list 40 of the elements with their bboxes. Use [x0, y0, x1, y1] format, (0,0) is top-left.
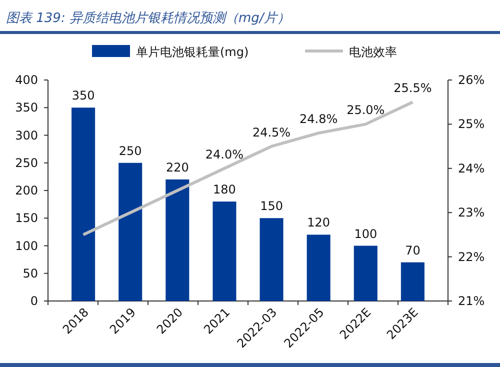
- bar: [166, 179, 190, 301]
- y2-tick-label: 22%: [458, 250, 485, 264]
- y-tick-label: 100: [15, 238, 38, 253]
- data-label: 24.8%: [300, 112, 338, 126]
- data-label: 180: [213, 182, 236, 197]
- bar: [306, 234, 330, 301]
- data-label: 150: [260, 199, 283, 214]
- y2-tick-label: 26%: [458, 73, 485, 87]
- y2-tick-label: 23%: [458, 206, 485, 220]
- data-label: 24.5%: [252, 125, 291, 140]
- data-label: 25.5%: [394, 81, 432, 96]
- y2-tick-label: 25%: [458, 117, 485, 132]
- y-tick-label: 350: [15, 100, 38, 115]
- legend-label: 单片电池银耗量(mg): [136, 45, 249, 59]
- bar: [260, 218, 284, 301]
- data-label: 25.0%: [346, 103, 385, 118]
- bar: [400, 262, 424, 301]
- y-tick-label: 200: [15, 184, 38, 198]
- data-label: 250: [118, 144, 142, 158]
- y-tick-label: 300: [15, 128, 38, 142]
- bar: [354, 246, 378, 301]
- line-series: [82, 100, 414, 236]
- data-label: 120: [307, 216, 330, 230]
- data-label: 24.0%: [205, 147, 244, 162]
- legend-label: 电池效率: [349, 45, 397, 59]
- data-label: 100: [354, 226, 378, 241]
- bar: [212, 202, 236, 301]
- data-label: 220: [166, 160, 189, 174]
- bar: [72, 108, 96, 301]
- y-tick-label: 400: [15, 73, 38, 87]
- bar: [118, 162, 142, 301]
- data-label: 70: [405, 243, 420, 258]
- y2-tick-label: 21%: [458, 294, 485, 308]
- y-tick-label: 0: [30, 294, 38, 308]
- chart-title: 图表 139: 异质结电池片银耗情况预测（mg/片）: [6, 11, 290, 26]
- y-tick-label: 250: [15, 156, 38, 170]
- data-label: 350: [72, 88, 95, 103]
- y2-tick-label: 24%: [458, 161, 485, 176]
- y-tick-label: 150: [15, 211, 38, 226]
- y-tick-label: 50: [22, 266, 38, 280]
